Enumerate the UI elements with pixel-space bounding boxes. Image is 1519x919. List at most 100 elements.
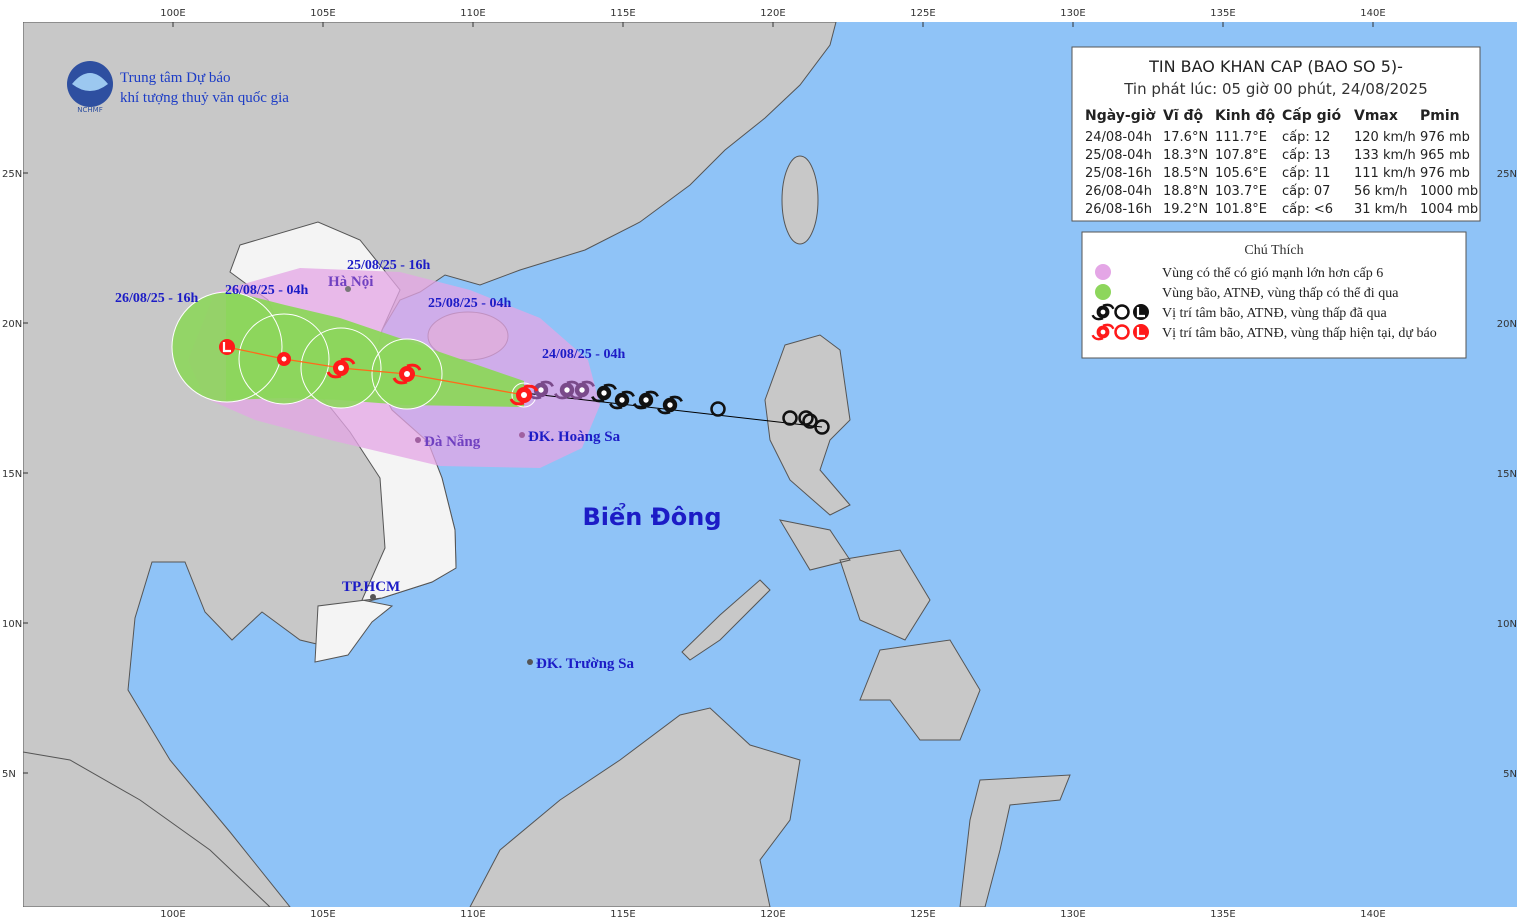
table-cell: 101.8°E: [1215, 202, 1267, 217]
low-glyph: [1136, 327, 1145, 338]
land-borneo: [469, 707, 801, 908]
agency-name: Trung tâm Dự báo: [120, 70, 231, 86]
track-label: 26/08/25 - 04h: [225, 283, 308, 298]
storm-tail: [569, 380, 595, 400]
storm-eye: [538, 387, 544, 393]
storm-eye: [579, 387, 585, 393]
storm-tail: [1091, 303, 1115, 321]
lat-tick-label: 15N: [1497, 469, 1517, 480]
legend-swatch: [1095, 284, 1111, 300]
lat-tick-label: 20N: [1497, 319, 1517, 330]
center-eye: [281, 356, 287, 362]
legend-swatch: [1095, 264, 1111, 280]
lat-tick-label: 25N: [1497, 169, 1517, 180]
table-header: Ngày-giờ: [1085, 108, 1156, 124]
table-header: Cấp gió: [1282, 107, 1341, 124]
storm-tail: [633, 390, 659, 410]
storm-eye: [667, 402, 673, 408]
table-cell: 24/08-04h: [1085, 130, 1152, 145]
place-dot: [345, 286, 351, 292]
place-label: Hà Nội: [328, 274, 373, 290]
storm-tail: [509, 384, 539, 406]
left-strip: [0, 0, 23, 919]
table-cell: 133 km/h: [1354, 148, 1416, 163]
storm-tail: [657, 395, 683, 415]
storm-eye: [619, 397, 625, 403]
agency-name: khí tượng thuỷ văn quốc gia: [120, 90, 289, 106]
table-cell: 103.7°E: [1215, 184, 1267, 199]
track-label: 26/08/25 - 16h: [115, 291, 198, 306]
table-cell: 18.5°N: [1163, 166, 1208, 181]
center-ring: [710, 401, 726, 417]
center-ring: [814, 419, 830, 435]
table-cell: 26/08-16h: [1085, 202, 1152, 217]
land-visayas: [778, 519, 931, 641]
table-cell: 25/08-16h: [1085, 166, 1152, 181]
storm-eye: [521, 392, 527, 398]
lat-tick-label: 15N: [2, 469, 22, 480]
bulletin-issued: Tin phát lúc: 05 giờ 00 phút, 24/08/2025: [1123, 80, 1428, 98]
storm-tail: [591, 383, 617, 403]
lon-tick-label: 110E: [460, 8, 485, 19]
table-header: Pmin: [1420, 108, 1460, 124]
risk-circle-outline: [171, 291, 283, 403]
table-cell: 111 km/h: [1354, 166, 1416, 181]
lon-tick-label: 140E: [1360, 909, 1385, 919]
track-label: 24/08/25 - 04h: [542, 347, 625, 362]
table-cell: 120 km/h: [1354, 130, 1416, 145]
risk-circle-outline: [238, 313, 330, 405]
table-cell: 976 mb: [1420, 130, 1470, 145]
table-cell: 19.2°N: [1163, 202, 1208, 217]
legend-item: Vùng bão, ATNĐ, vùng thấp có thể đi qua: [1162, 286, 1399, 301]
table-cell: 976 mb: [1420, 166, 1470, 181]
lon-tick-label: 125E: [910, 909, 935, 919]
table-cell: 105.6°E: [1215, 166, 1267, 181]
storm-tail: [326, 357, 356, 379]
table-cell: cấp: 12: [1282, 130, 1330, 145]
legend-item: Vị trí tâm bão, ATNĐ, vùng thấp đã qua: [1162, 306, 1388, 321]
lon-tick-label: 130E: [1060, 8, 1085, 19]
storm-eye: [404, 371, 410, 377]
risk-circle-outline: [371, 338, 443, 410]
table-cell: 26/08-04h: [1085, 184, 1152, 199]
center-ring: [1114, 324, 1130, 340]
center-ring: [802, 413, 818, 429]
table-cell: cấp: 13: [1282, 148, 1330, 163]
risk-circle-outline: [300, 327, 382, 409]
lon-tick-label: 120E: [760, 8, 785, 19]
lon-tick-label: 105E: [310, 909, 335, 919]
storm-eye: [601, 390, 607, 396]
land-taiwan: [781, 155, 819, 245]
lat-tick-label: 10N: [1497, 619, 1517, 630]
place-dot: [370, 594, 376, 600]
table-cell: 25/08-04h: [1085, 148, 1152, 163]
table-cell: 1004 mb: [1420, 202, 1478, 217]
lon-tick-label: 105E: [310, 8, 335, 19]
right-strip: [1517, 0, 1519, 919]
top-strip: [0, 0, 1519, 22]
lon-tick-label: 120E: [760, 909, 785, 919]
place-dot: [415, 437, 421, 443]
place-label: ĐK. Trường Sa: [536, 656, 635, 672]
storm-eye: [564, 387, 570, 393]
table-cell: 111.7°E: [1215, 130, 1267, 145]
lat-tick-label: 25N: [2, 169, 22, 180]
low-symbol: [219, 339, 235, 355]
low-glyph: [1136, 307, 1145, 318]
lon-tick-label: 115E: [610, 909, 635, 919]
lon-tick-label: 135E: [1210, 909, 1235, 919]
low-glyph: [222, 342, 231, 353]
place-label: Đà Nẵng: [424, 434, 481, 450]
table-cell: cấp: 11: [1282, 166, 1330, 181]
legend-title: Chú Thích: [1244, 243, 1303, 258]
lon-tick-label: 100E: [160, 909, 185, 919]
place-label: TP.HCM: [342, 579, 400, 595]
logo-wave: [72, 73, 108, 91]
lat-tick-label: 10N: [2, 619, 22, 630]
bottom-strip: [0, 907, 1519, 919]
sea-name: Biển Đông: [582, 501, 721, 531]
storm-eye: [1100, 329, 1106, 335]
lon-tick-label: 130E: [1060, 909, 1085, 919]
lon-tick-label: 135E: [1210, 8, 1235, 19]
